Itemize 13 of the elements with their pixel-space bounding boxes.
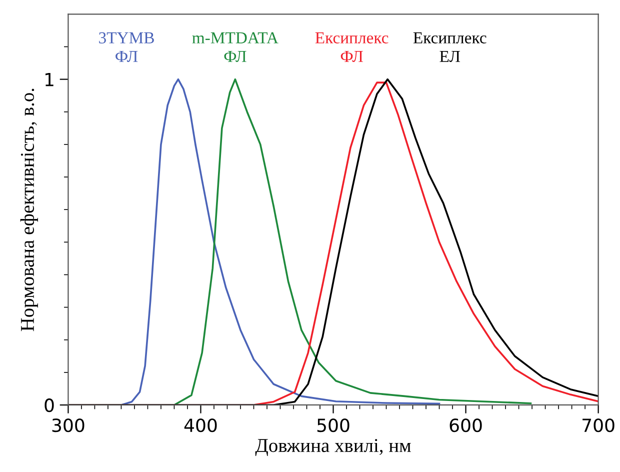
y-tick-label: 1 (46, 72, 54, 86)
x-axis-title: Довжина хвилі, нм (255, 439, 411, 456)
x-tick-label: 500 (317, 418, 350, 432)
x-tick-label: 400 (184, 418, 217, 432)
x-tick-label: 600 (450, 418, 482, 432)
x-tick-label: 300 (52, 418, 84, 432)
y-axis-title: Нормована ефективність, в.о. (20, 88, 38, 332)
series-label: Ексиплекс ЕЛ (413, 32, 486, 62)
series-label: m-MTDATA ФЛ (192, 32, 278, 62)
series-label: 3TYMB ФЛ (99, 32, 154, 62)
series-label: Ексиплекс ФЛ (315, 32, 388, 62)
x-tick-label: 700 (582, 418, 614, 432)
y-tick-label: 0 (44, 398, 54, 412)
